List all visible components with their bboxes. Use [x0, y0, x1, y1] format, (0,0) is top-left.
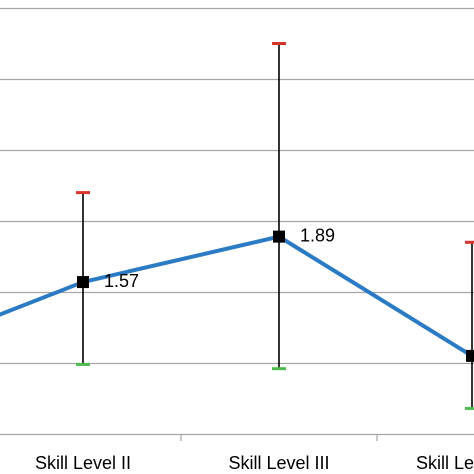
series-line [0, 234, 474, 358]
data-label: 1.89 [300, 226, 335, 246]
x-tick-label: Skill Level III [228, 453, 329, 473]
x-tick-label: Skill Level II [35, 453, 131, 473]
data-point-marker [273, 230, 285, 243]
gridlines [0, 7, 474, 365]
x-tick-label: Skill Le [416, 453, 474, 473]
x-tick-labels: Skill Level II Skill Level III Skill Le [35, 453, 474, 473]
data-point-marker [77, 276, 89, 289]
series-polyline [0, 234, 474, 358]
data-point-marker [466, 349, 474, 362]
data-label: 1.57 [104, 271, 139, 291]
data-markers [77, 230, 474, 362]
data-labels: 1.57 1.89 [104, 226, 335, 291]
x-axis [0, 433, 474, 441]
error-bars [76, 42, 474, 410]
